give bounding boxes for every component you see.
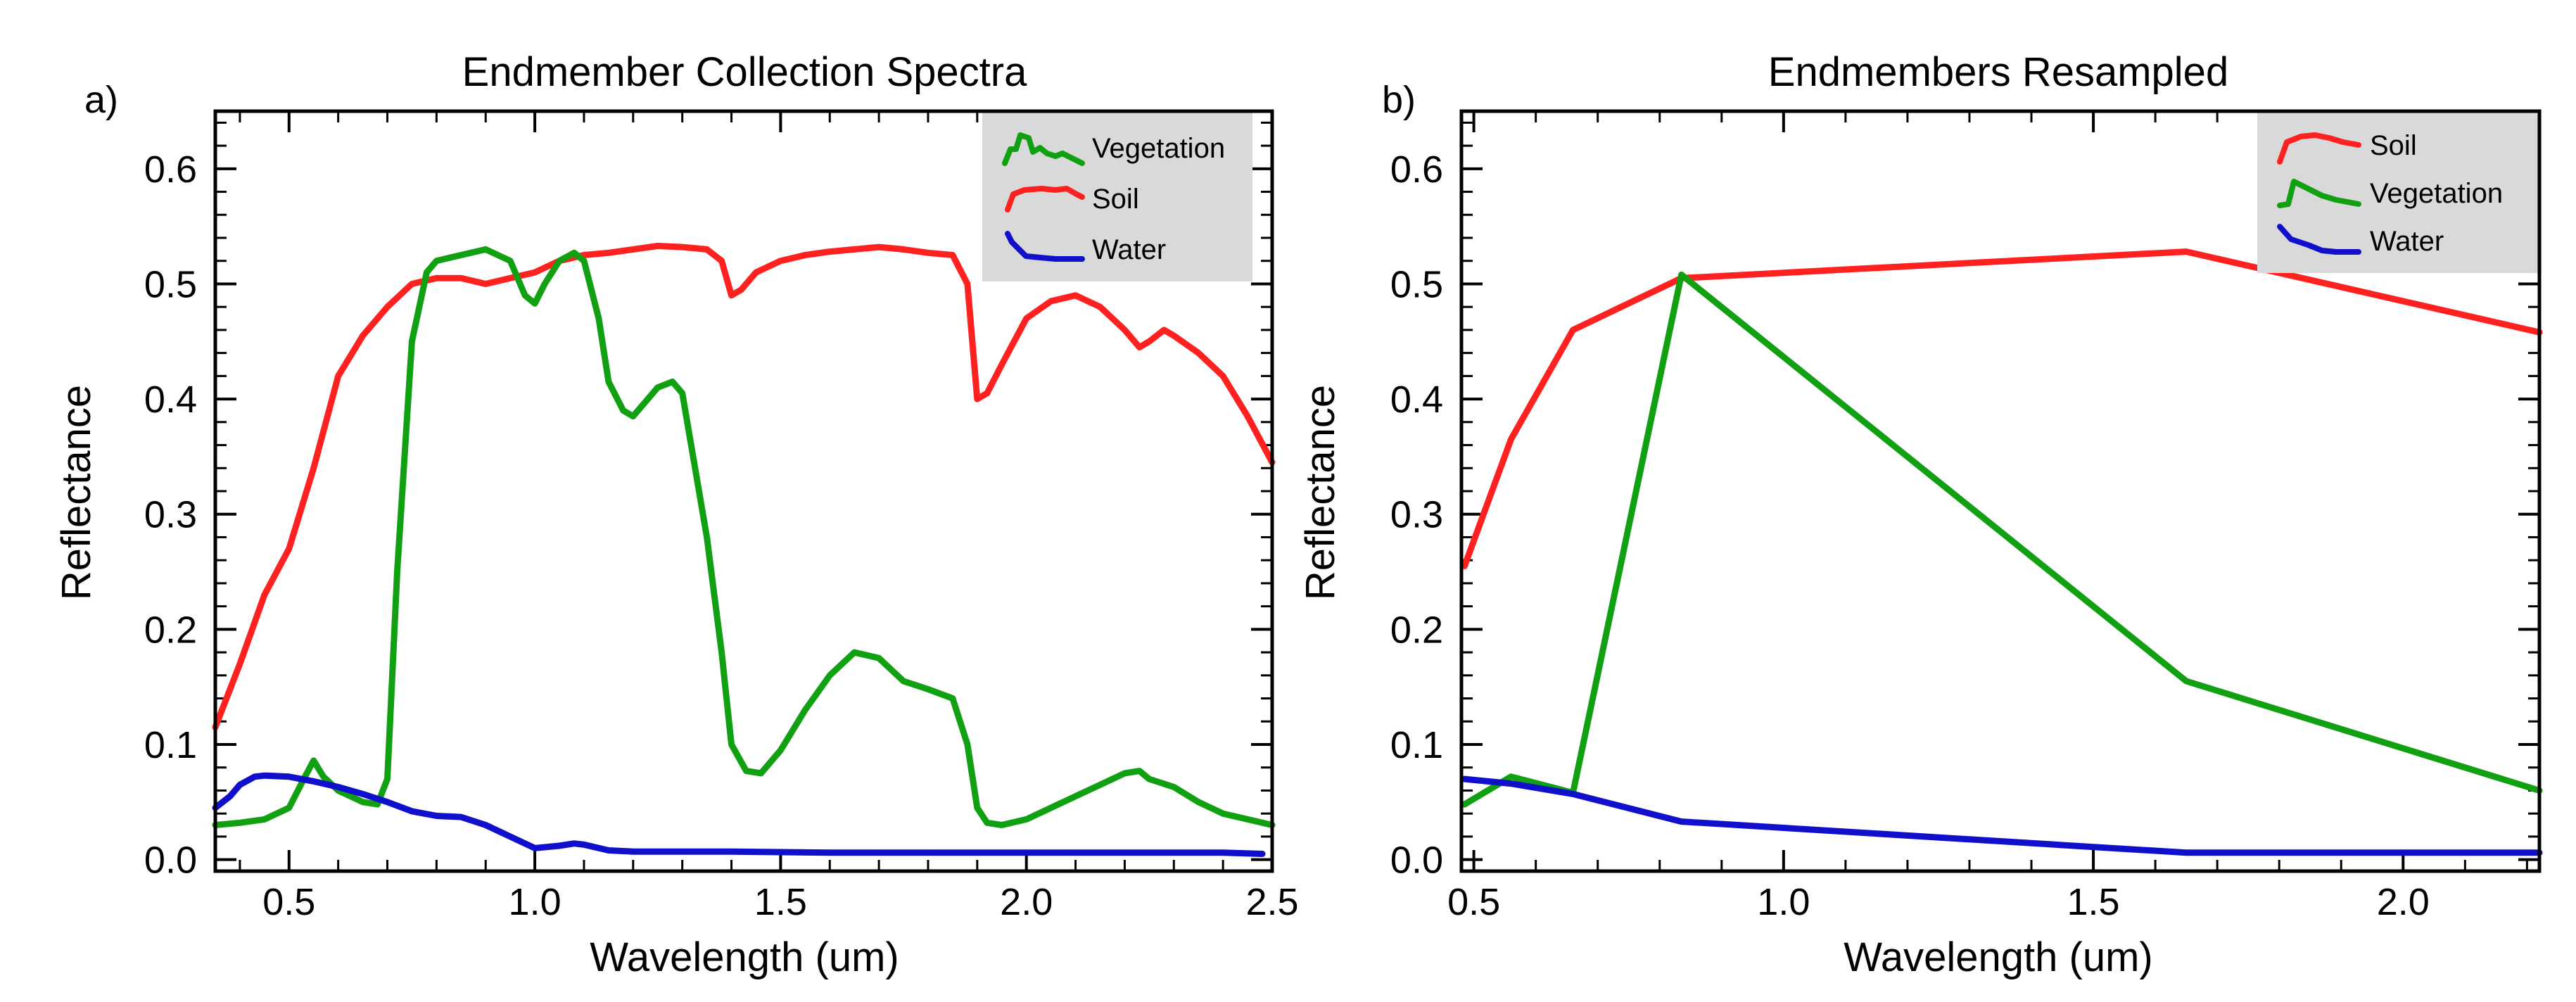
panel-b-x-tick-label: 1.0	[1757, 881, 1810, 923]
panel-a-y-tick-label: 0.2	[144, 609, 197, 651]
panel-b-legend-soil-swatch	[2277, 132, 2361, 165]
panel-a-vegetation-line	[212, 246, 1276, 828]
panel-b-legend-vegetation-swatch	[2277, 179, 2361, 208]
panel-a-y-tick-label: 0.1	[144, 724, 197, 766]
panel-b-y-tick-label: 0.1	[1390, 724, 1443, 766]
panel-b-y-tick-label: 0.5	[1390, 263, 1443, 305]
panel-a-ylabel: Reflectance	[53, 385, 99, 600]
panel-a-x-tick-label: 0.5	[262, 881, 315, 923]
panel-a-y-tick-label: 0.0	[144, 839, 197, 882]
panel-b-x-tick-label: 0.5	[1447, 881, 1500, 923]
panel-a: a) Endmember Collection Spectra Waveleng…	[53, 49, 1299, 980]
panel-b-legend-water-label: Water	[2370, 226, 2444, 257]
panel-b-x-tick-labels: 0.5 1.0 1.5 2.0	[1447, 881, 2430, 923]
panel-a-y-tick-label: 0.4	[144, 379, 197, 421]
panel-a-label: a)	[84, 79, 118, 121]
panel-b-label: b)	[1382, 79, 1416, 121]
panel-a-legend-vegetation-label: Vegetation	[1092, 133, 1225, 164]
panel-a-soil-line	[212, 243, 1276, 730]
panel-b-vegetation-line	[1461, 271, 2543, 808]
panel-b-y-tick-label: 0.0	[1390, 839, 1443, 882]
panel-b-y-tick-label: 0.4	[1390, 379, 1443, 421]
panel-b-y-tick-labels: 0.0 0.1 0.2 0.3 0.4 0.5 0.6	[1390, 148, 1443, 882]
panel-b-y-tick-label: 0.3	[1390, 494, 1443, 536]
panel-a-x-tick-label: 1.0	[509, 881, 561, 923]
panel-a-y-tick-label: 0.3	[144, 494, 197, 536]
panel-a-legend-vegetation-swatch	[1002, 132, 1085, 166]
panel-a-x-tick-label: 2.5	[1245, 881, 1298, 923]
panel-b-plot-frame	[1459, 109, 2542, 873]
panel-a-title: Endmember Collection Spectra	[462, 49, 1027, 95]
panel-a-y-tick-label: 0.5	[144, 263, 197, 305]
panel-b-y-tick-label: 0.6	[1390, 148, 1443, 191]
panel-b-water-line	[1461, 775, 2543, 856]
panel-a-series	[212, 243, 1276, 857]
panel-b-legend-water-swatch	[2277, 224, 2361, 255]
panel-b-legend-soil-label: Soil	[2370, 130, 2417, 161]
panel-a-legend-soil-swatch	[1005, 186, 1085, 213]
panel-a-plot-frame	[213, 109, 1274, 873]
panel-b-xlabel: Wavelength (um)	[1844, 934, 2152, 980]
panel-a-x-tick-label: 2.0	[1000, 881, 1053, 923]
panel-b-title: Endmembers Resampled	[1768, 49, 2228, 95]
panel-b-series	[1461, 248, 2543, 856]
panel-a-legend-water-label: Water	[1092, 234, 1166, 265]
panel-a-legend: Vegetation Soil Water	[982, 110, 1252, 281]
panel-b-legend-vegetation-label: Vegetation	[2370, 178, 2503, 209]
panel-a-water-line	[212, 772, 1266, 857]
panel-b-y-tick-label: 0.2	[1390, 609, 1443, 651]
panel-a-y-tick-label: 0.6	[144, 148, 197, 191]
panel-b-x-tick-label: 1.5	[2067, 881, 2120, 923]
panel-b-x-tick-label: 2.0	[2377, 881, 2430, 923]
panel-b-legend: Soil Vegetation Water	[2257, 110, 2542, 273]
panel-a-legend-water-swatch	[1005, 231, 1085, 262]
panel-a-x-tick-label: 1.5	[754, 881, 807, 923]
panel-b-soil-line	[1461, 248, 2543, 569]
panel-b: b) Endmembers Resampled Wavelength (um) …	[1297, 49, 2543, 980]
panel-b-ylabel: Reflectance	[1297, 385, 1343, 600]
panel-a-xlabel: Wavelength (um)	[590, 934, 899, 980]
panel-a-x-tick-labels: 0.5 1.0 1.5 2.0 2.5	[262, 881, 1298, 923]
panel-a-y-tick-labels: 0.0 0.1 0.2 0.3 0.4 0.5 0.6	[144, 148, 197, 882]
panel-a-legend-soil-label: Soil	[1092, 184, 1139, 215]
